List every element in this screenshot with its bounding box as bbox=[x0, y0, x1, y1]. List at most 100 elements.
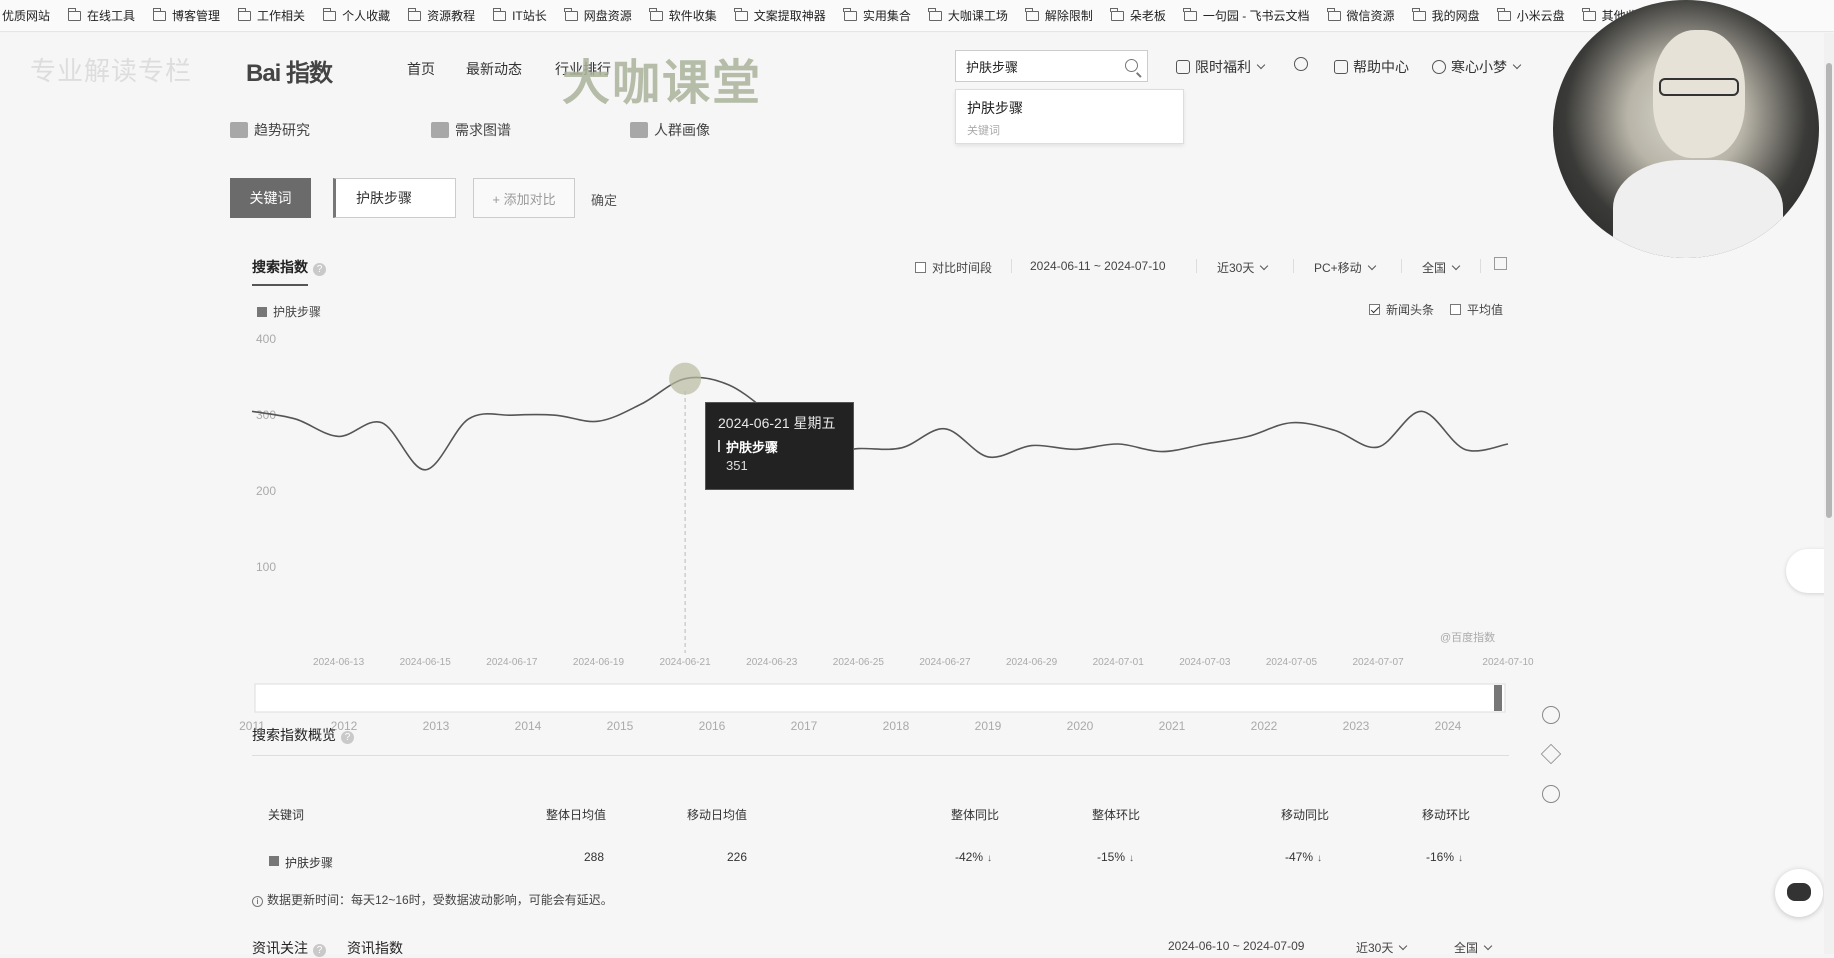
x-tick-label: 2024-06-15 bbox=[400, 657, 452, 668]
bookmark-item[interactable]: 个人收藏 bbox=[323, 7, 390, 24]
x-tick-label: 2024-07-10 bbox=[1482, 657, 1534, 668]
folder-icon bbox=[565, 11, 578, 21]
cell-overall-avg: 288 bbox=[584, 850, 604, 864]
tooltip-marker bbox=[718, 440, 720, 452]
webcam-overlay bbox=[1553, 0, 1819, 258]
news-period-select[interactable]: 近30天 bbox=[1356, 939, 1406, 956]
bookmark-item[interactable]: 网盘资源 bbox=[565, 7, 632, 24]
chart-watermark: @百度指数 bbox=[1440, 629, 1495, 645]
folder-icon bbox=[1413, 11, 1426, 21]
folder-icon bbox=[1184, 11, 1197, 21]
bookmark-label: 工作相关 bbox=[257, 7, 305, 24]
bookmark-item[interactable]: 大咖课工场 bbox=[929, 7, 1008, 24]
folder-icon bbox=[735, 11, 748, 21]
folder-icon bbox=[153, 11, 166, 21]
year-tick-label: 2023 bbox=[1343, 719, 1370, 733]
folder-icon bbox=[323, 11, 336, 21]
overview-title-label: 搜索指数概览 bbox=[252, 727, 336, 743]
cell-keyword: 护肤步骤 bbox=[285, 854, 333, 871]
folder-icon bbox=[238, 11, 251, 21]
x-tick-label: 2024-06-27 bbox=[919, 657, 971, 668]
y-tick-label: 200 bbox=[256, 484, 276, 498]
folder-icon bbox=[1111, 11, 1124, 21]
year-tick-label: 2020 bbox=[1067, 719, 1094, 733]
x-tick-label: 2024-06-13 bbox=[313, 657, 365, 668]
help-icon[interactable]: ? bbox=[341, 731, 354, 744]
col-mobile-yoy: 移动同比 bbox=[1281, 806, 1329, 823]
bookmark-label: 个人收藏 bbox=[342, 7, 390, 24]
bookmark-item[interactable]: 软件收集 bbox=[650, 7, 717, 24]
col-mobile-avg: 移动日均值 bbox=[687, 806, 747, 823]
folder-icon bbox=[929, 11, 942, 21]
bookmark-item[interactable]: 在线工具 bbox=[68, 7, 135, 24]
chevron-down-icon bbox=[1399, 941, 1407, 949]
x-tick-label: 2024-06-23 bbox=[746, 657, 798, 668]
bookmark-item[interactable]: 解除限制 bbox=[1026, 7, 1093, 24]
col-keyword: 关键词 bbox=[268, 806, 304, 823]
year-tick-label: 2013 bbox=[423, 719, 450, 733]
x-tick-label: 2024-07-01 bbox=[1093, 657, 1145, 668]
chat-button[interactable] bbox=[1775, 869, 1823, 917]
bookmark-item[interactable]: 优质网站 bbox=[2, 7, 50, 24]
bookmark-label: IT站长 bbox=[512, 7, 547, 24]
bookmark-item[interactable]: 博客管理 bbox=[153, 7, 220, 24]
bookmark-label: 小米云盘 bbox=[1517, 7, 1565, 24]
col-overall-yoy: 整体同比 bbox=[951, 806, 999, 823]
question-icon[interactable] bbox=[1542, 785, 1560, 803]
help-icon[interactable]: ? bbox=[313, 944, 326, 957]
cell-mobile-mom-value: -16% bbox=[1426, 850, 1454, 864]
bookmark-item[interactable]: IT站长 bbox=[493, 7, 547, 24]
y-tick-label: 400 bbox=[256, 332, 276, 346]
bookmark-label: 优质网站 bbox=[2, 7, 50, 24]
bookmark-label: 微信资源 bbox=[1347, 7, 1395, 24]
col-mobile-mom: 移动环比 bbox=[1422, 806, 1470, 823]
folder-icon bbox=[1026, 11, 1039, 21]
scrollbar[interactable] bbox=[1824, 33, 1834, 954]
bookmark-item[interactable]: 小米云盘 bbox=[1498, 7, 1565, 24]
bookmark-item[interactable]: 微信资源 bbox=[1328, 7, 1395, 24]
y-tick-label: 100 bbox=[256, 560, 276, 574]
tab-news-index[interactable]: 资讯指数 bbox=[347, 938, 403, 958]
bookmark-item[interactable]: 我的网盘 bbox=[1413, 7, 1480, 24]
arrow-down-icon: ↓ bbox=[1129, 853, 1134, 864]
folder-icon bbox=[1328, 11, 1341, 21]
baidu-index-page: 专业解读专栏 Bai 指数 首页 最新动态 行业排行 大咖课堂 护肤步骤 关键词… bbox=[0, 33, 1834, 954]
folder-icon bbox=[844, 11, 857, 21]
arrow-down-icon: ↓ bbox=[987, 853, 992, 864]
year-tick-label: 2019 bbox=[975, 719, 1002, 733]
cell-overall-mom: -15%↓ bbox=[1097, 850, 1134, 864]
news-attention-title[interactable]: 资讯关注? bbox=[252, 938, 326, 958]
bookmarks-bar: 优质网站 在线工具 博客管理 工作相关 个人收藏 资源教程 IT站长 网盘资源 软件收集 文案提取… bbox=[0, 0, 1834, 32]
arrow-down-icon: ↓ bbox=[1317, 853, 1322, 864]
x-tick-label: 2024-06-17 bbox=[486, 657, 538, 668]
folder-icon bbox=[1583, 11, 1596, 21]
bookmark-label: 解除限制 bbox=[1045, 7, 1093, 24]
bookmark-label: 文案提取神器 bbox=[754, 7, 826, 24]
cell-mobile-avg: 226 bbox=[727, 850, 747, 864]
bookmark-item[interactable]: 一句园 - 飞书云文档 bbox=[1184, 7, 1310, 24]
x-tick-label: 2024-06-19 bbox=[573, 657, 625, 668]
folder-icon bbox=[1498, 11, 1511, 21]
scrollbar-thumb[interactable] bbox=[1826, 63, 1832, 518]
year-tick-label: 2022 bbox=[1251, 719, 1278, 733]
bookmark-item[interactable]: 文案提取神器 bbox=[735, 7, 826, 24]
news-region-select[interactable]: 全国 bbox=[1454, 939, 1491, 956]
hover-marker bbox=[669, 363, 701, 395]
arrow-down-icon: ↓ bbox=[1458, 853, 1463, 864]
news-period-label: 近30天 bbox=[1356, 939, 1393, 956]
chevron-down-icon bbox=[1484, 941, 1492, 949]
range-slider-track bbox=[255, 684, 1505, 712]
share-icon[interactable] bbox=[1542, 706, 1560, 724]
year-tick-label: 2017 bbox=[791, 719, 818, 733]
bookmark-label: 资源教程 bbox=[427, 7, 475, 24]
bookmark-item[interactable]: 朵老板 bbox=[1111, 7, 1166, 24]
x-tick-label: 2024-06-29 bbox=[1006, 657, 1058, 668]
bookmark-item[interactable]: 工作相关 bbox=[238, 7, 305, 24]
bookmark-item[interactable]: 实用集合 bbox=[844, 7, 911, 24]
range-slider-handle[interactable] bbox=[1494, 685, 1502, 711]
bookmark-label: 博客管理 bbox=[172, 7, 220, 24]
news-date-range[interactable]: 2024-06-10 ~ 2024-07-09 bbox=[1168, 939, 1304, 953]
bookmark-label: 网盘资源 bbox=[584, 7, 632, 24]
cell-overall-yoy: -42%↓ bbox=[955, 850, 992, 864]
bookmark-item[interactable]: 资源教程 bbox=[408, 7, 475, 24]
